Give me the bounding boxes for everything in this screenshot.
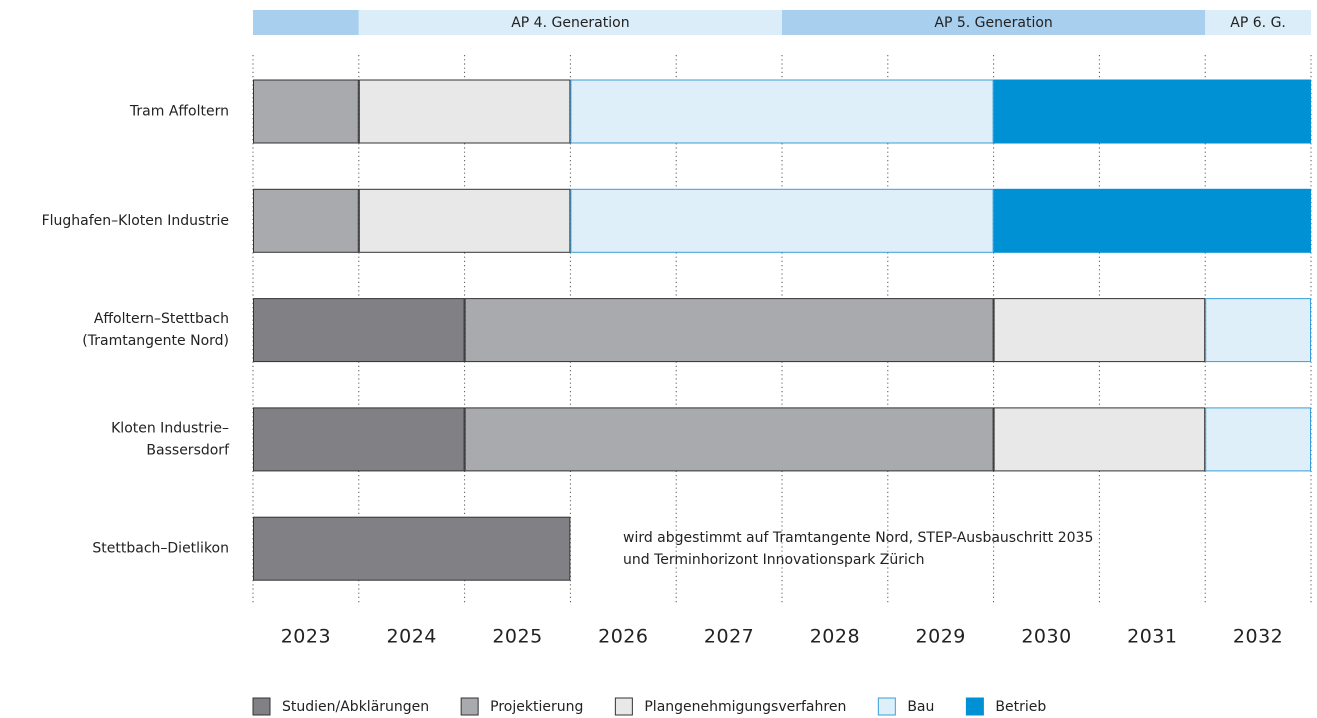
period-band [782, 10, 1206, 35]
legend-swatch [460, 697, 479, 716]
legend-label: Bau [907, 699, 934, 715]
x-tick-label: 2029 [916, 626, 966, 648]
x-tick-label: 2032 [1233, 626, 1283, 648]
period-label: AP 6. G. [1230, 15, 1286, 31]
period-band [1205, 10, 1311, 35]
annotation: und Terminhorizont Innovationspark Züric… [623, 552, 924, 568]
legend-swatch [614, 697, 633, 716]
task-label: Bassersdorf [146, 442, 230, 458]
x-tick-label: 2030 [1021, 626, 1071, 648]
gantt-bar [464, 407, 994, 472]
x-tick-label: 2026 [598, 626, 648, 648]
x-tick-label: 2027 [704, 626, 754, 648]
period-band [253, 10, 359, 35]
gantt-bar [993, 298, 1206, 363]
task-label: Stettbach–Dietlikon [92, 541, 229, 557]
legend-label: Betrieb [995, 699, 1046, 715]
gantt-bar [253, 79, 359, 144]
gantt-bar [253, 188, 359, 253]
legend-label: Plangenehmigungsverfahren [644, 699, 846, 715]
task-label: Flughafen–Kloten Industrie [42, 213, 229, 229]
task-label: Kloten Industrie– [111, 420, 229, 436]
gantt-bar [993, 407, 1206, 472]
gantt-bar [570, 79, 994, 144]
gantt-bar [464, 298, 994, 363]
x-tick-label: 2024 [387, 626, 437, 648]
period-label: AP 5. Generation [934, 15, 1052, 31]
gantt-bar [570, 188, 994, 253]
x-tick-label: 2025 [492, 626, 542, 648]
gantt-bar [1205, 298, 1311, 363]
gantt-bar [253, 516, 571, 581]
period-band [358, 10, 782, 35]
legend-label: Projektierung [490, 699, 583, 715]
x-tick-label: 2031 [1127, 626, 1177, 648]
gantt-bar [253, 298, 465, 363]
task-label: Tram Affoltern [129, 104, 229, 120]
legend-swatch [877, 697, 896, 716]
task-label: Affoltern–Stettbach [94, 311, 229, 327]
task-label: (Tramtangente Nord) [82, 333, 229, 349]
annotation: wird abgestimmt auf Tramtangente Nord, S… [623, 530, 1093, 546]
legend-swatch [965, 697, 984, 716]
legend-swatch [252, 697, 271, 716]
x-tick-label: 2028 [810, 626, 860, 648]
gantt-bar [993, 79, 1311, 144]
gantt-bar [253, 407, 465, 472]
gantt-bar [358, 188, 571, 253]
gantt-bar [358, 79, 571, 144]
gantt-bar [1205, 407, 1311, 472]
legend-label: Studien/Abklärungen [282, 699, 429, 715]
x-tick-label: 2023 [281, 626, 331, 648]
period-label: AP 4. Generation [511, 15, 629, 31]
gantt-bar [993, 188, 1311, 253]
